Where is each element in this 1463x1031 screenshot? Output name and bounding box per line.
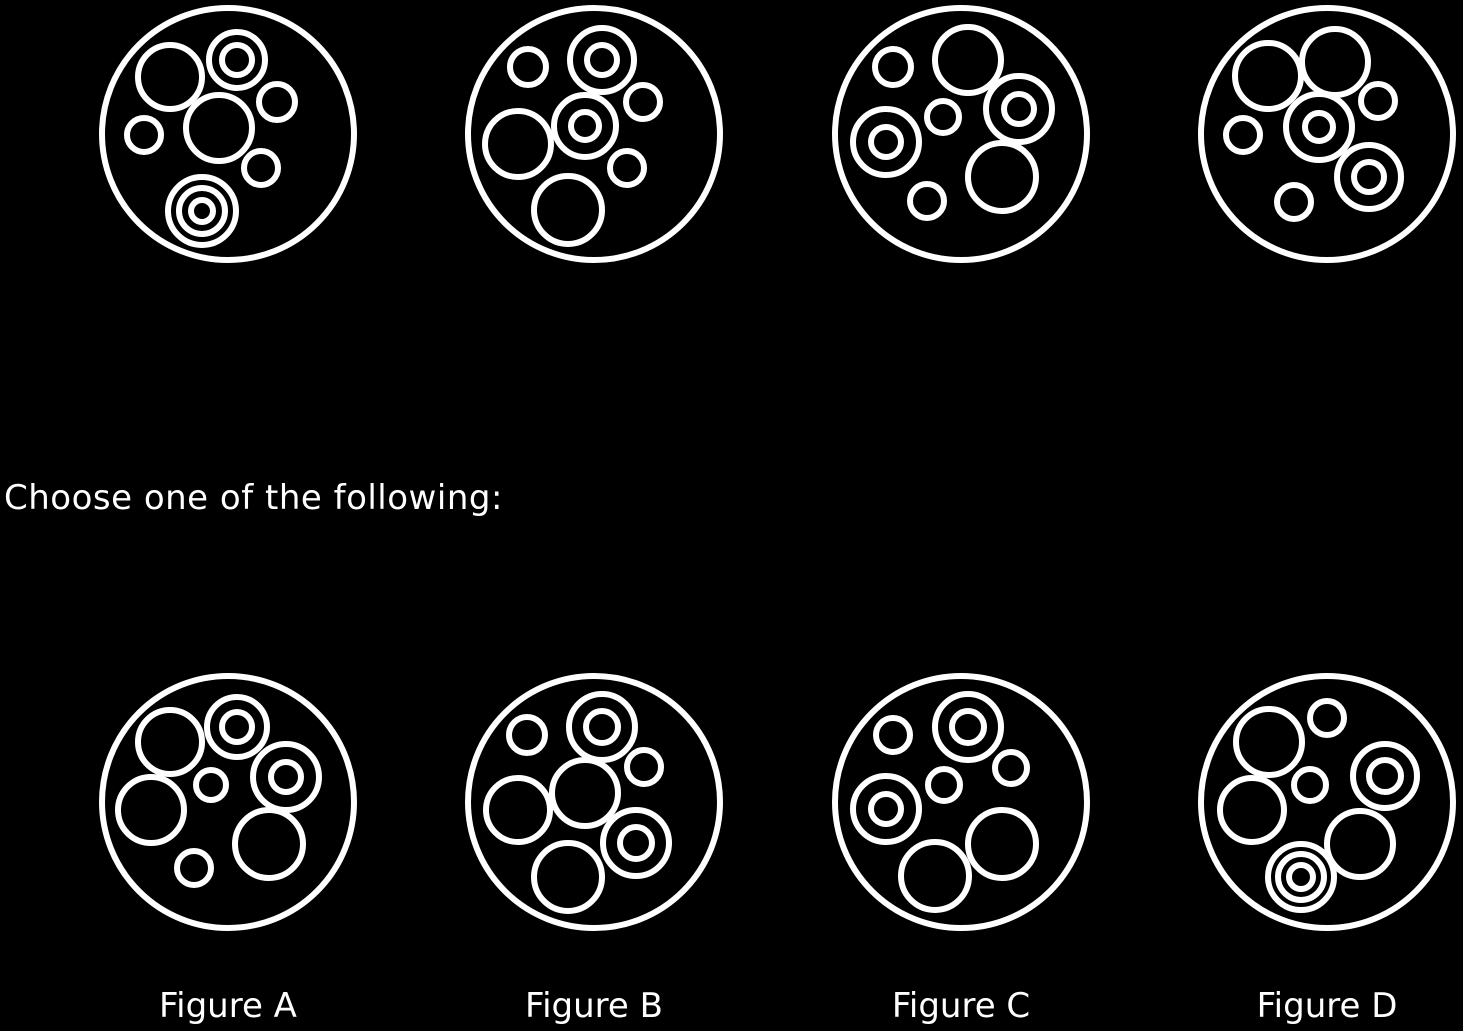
option-figure-b[interactable] — [464, 672, 724, 932]
sequence-figure-2 — [464, 4, 724, 264]
option-figure-d[interactable] — [1197, 672, 1457, 932]
option-label-d[interactable]: Figure D — [1256, 986, 1398, 1026]
option-figure-c[interactable] — [831, 672, 1091, 932]
prompt-text: Choose one of the following: — [4, 478, 503, 518]
sequence-figure-3 — [831, 4, 1091, 264]
option-figure-a[interactable] — [98, 672, 358, 932]
option-label-c[interactable]: Figure C — [891, 986, 1031, 1026]
sequence-figure-4 — [1197, 4, 1457, 264]
option-label-b[interactable]: Figure B — [525, 986, 663, 1026]
option-label-a[interactable]: Figure A — [159, 986, 297, 1026]
sequence-figure-1 — [98, 4, 358, 264]
